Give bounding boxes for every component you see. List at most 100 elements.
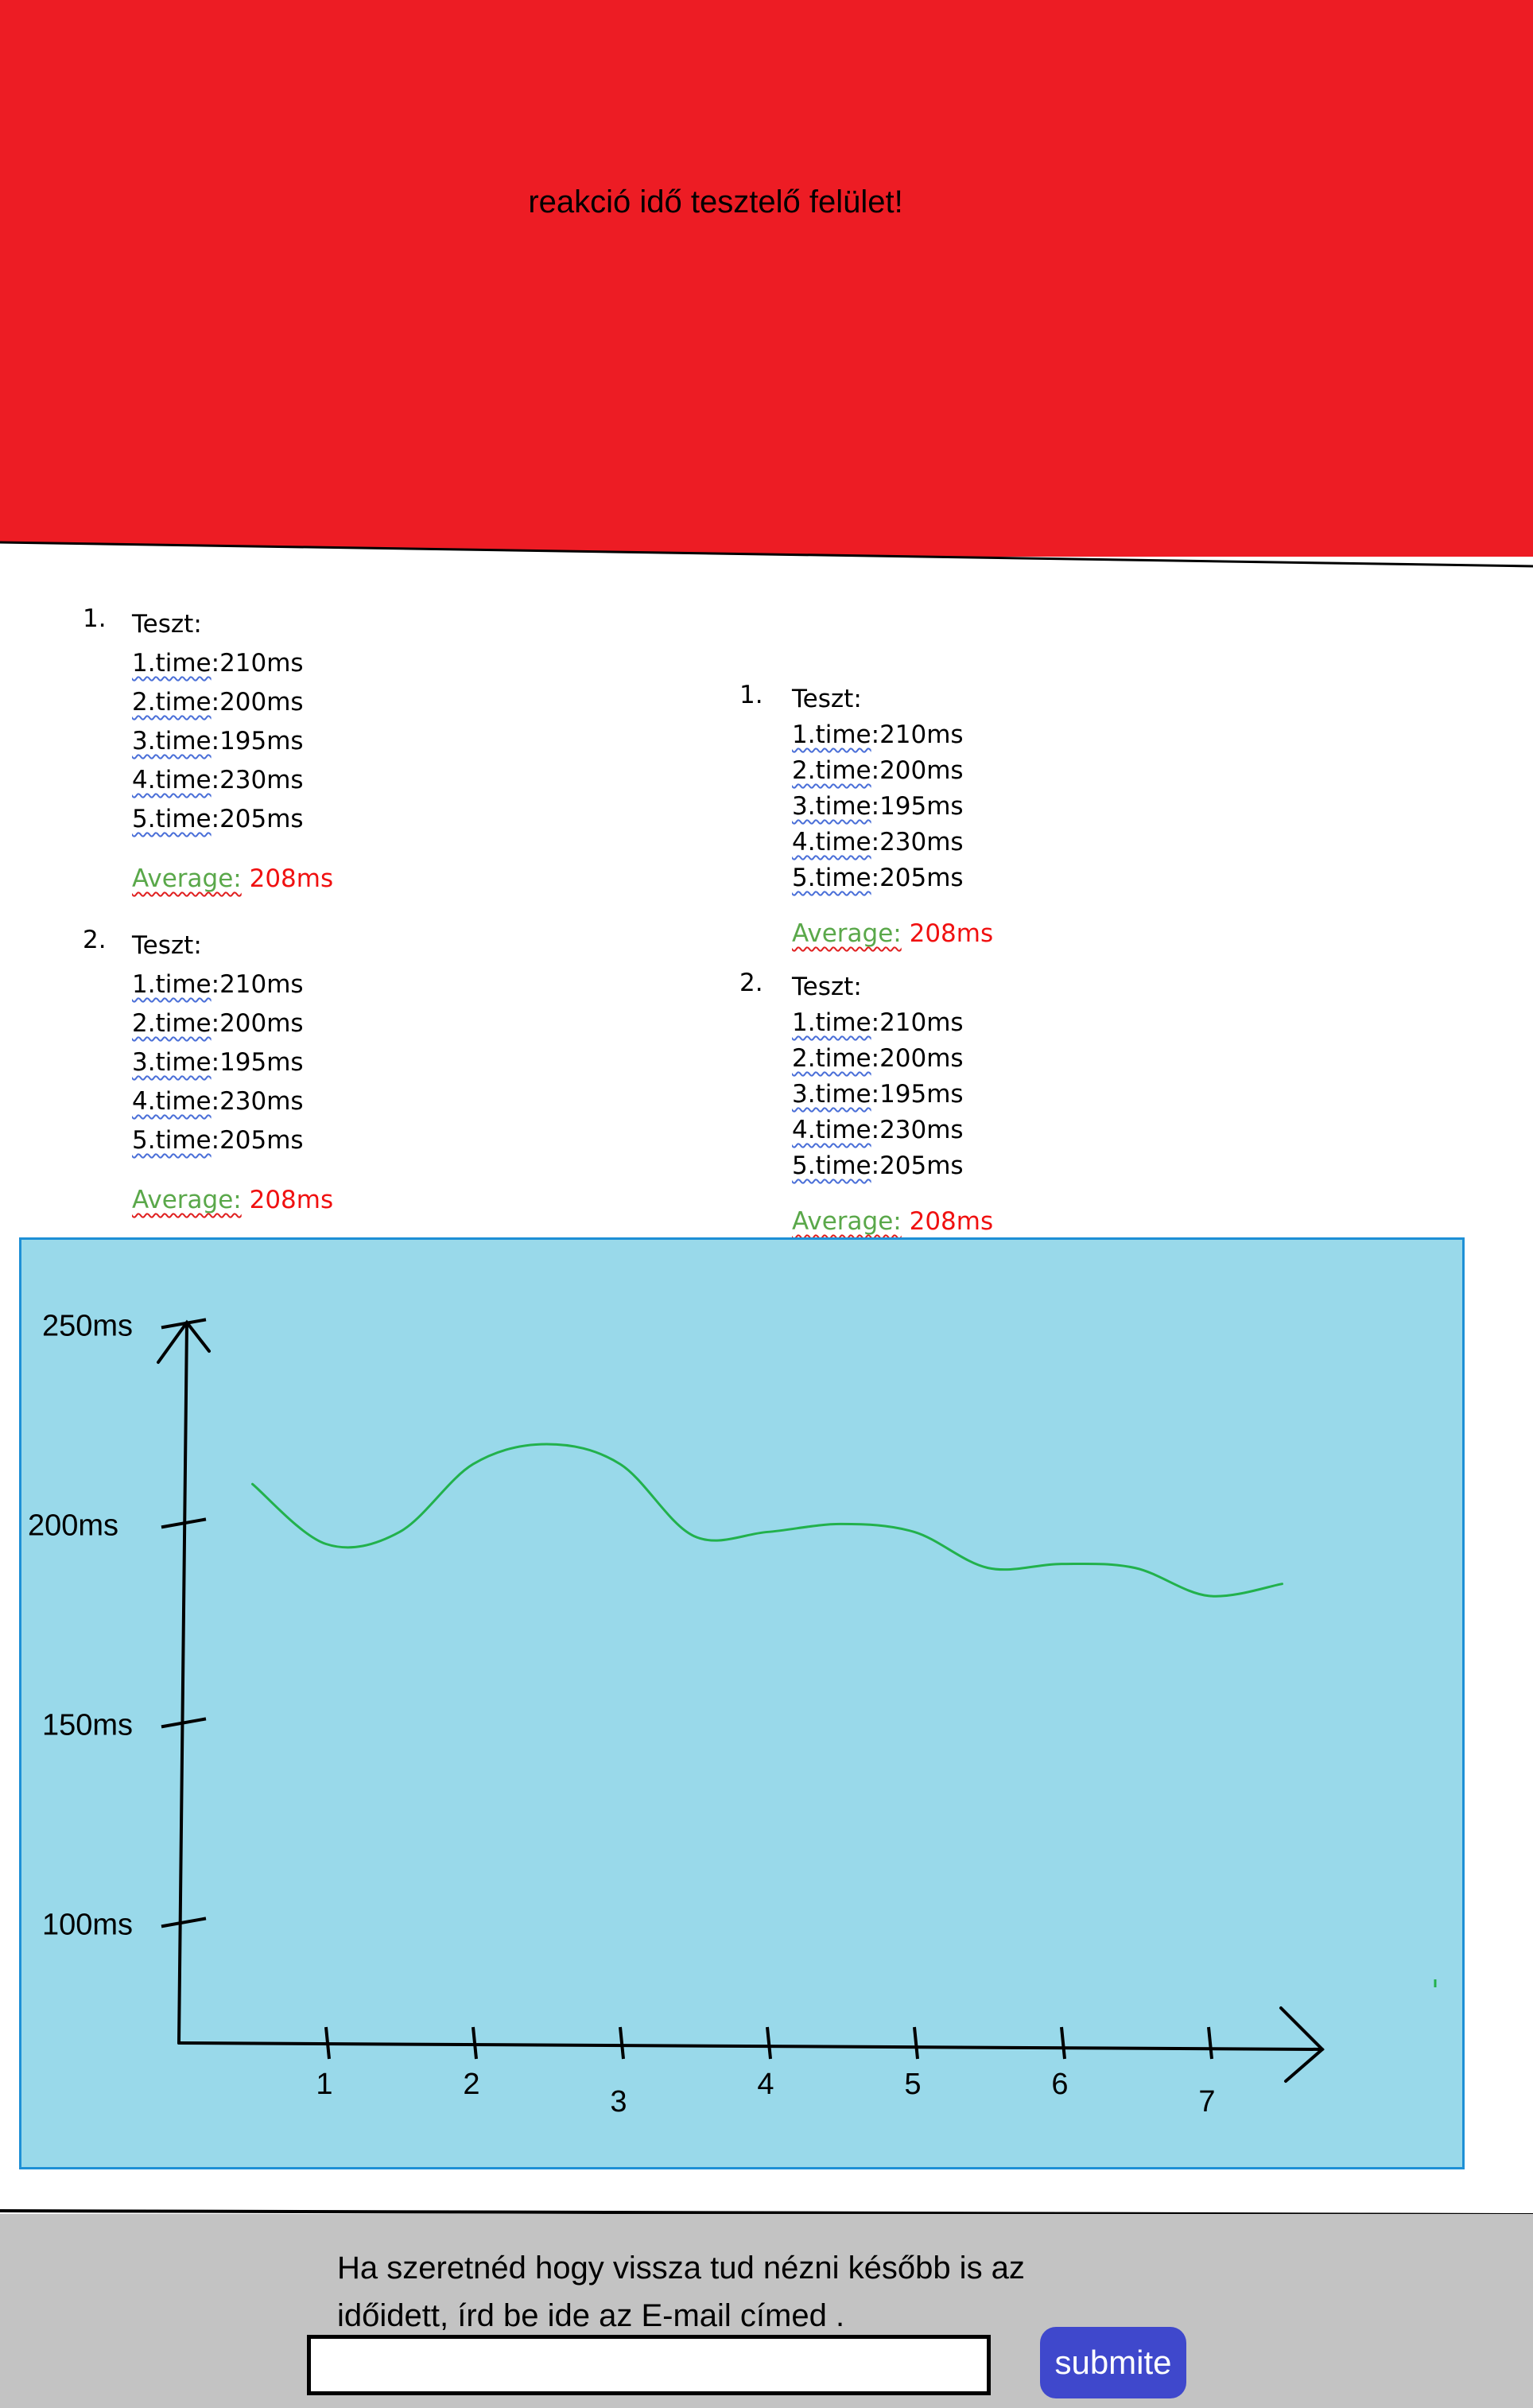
y-tick [161,1717,207,1729]
test-label: Teszt: [132,931,202,960]
header-banner: reakció idő tesztelő felület! [0,0,1533,557]
x-axis-arrow [1279,2006,1325,2083]
time-label: 2.time [132,1009,212,1038]
test-list: 1. Teszt: 1.time:210ms 2.time:200ms 3.ti… [83,604,639,1228]
y-tick-label: 100ms [42,1908,133,1941]
time-row: 5.time:205ms [792,860,993,896]
time-label: 4.time [132,766,212,794]
test-label: Teszt: [132,610,202,639]
time-row: 3.time:195ms [132,722,333,761]
page-title: reakció idő tesztelő felület! [528,184,903,219]
time-value: :195ms [211,1048,304,1077]
time-label: 3.time [792,792,871,821]
y-tick-label: 250ms [42,1309,133,1342]
time-label: 1.time [792,720,871,749]
average-row: Average: 208ms [792,919,993,949]
time-row: 1.time:210ms [792,717,993,753]
time-label: 1.time [792,1008,871,1037]
y-tick-label: 150ms [42,1708,133,1742]
time-label: 1.time [132,970,212,999]
average-row: Average: 208ms [792,1206,993,1237]
x-axis [177,2041,1324,2051]
time-value: :205ms [871,864,964,892]
time-value: :230ms [211,1087,304,1116]
average-value: 208ms [901,1207,994,1236]
x-tick-label: 2 [463,2068,479,2101]
time-row: 2.time:200ms [132,683,333,722]
time-row: 4.time:230ms [132,761,333,800]
time-row: 5.time:205ms [132,800,333,839]
x-tick-label: 5 [904,2068,921,2101]
time-row: 3.time:195ms [132,1043,333,1082]
x-tick-label: 6 [1051,2068,1068,2101]
average-label: Average: [132,1186,242,1214]
results-left: 1. Teszt: 1.time:210ms 2.time:200ms 3.ti… [83,604,639,1225]
time-row: 2.time:200ms [132,1004,333,1043]
time-label: 3.time [132,727,212,755]
time-value: :205ms [211,1126,304,1155]
x-tick-label: 3 [610,2085,627,2119]
time-row: 1.time:210ms [132,644,333,683]
y-axis-arrow [157,1319,211,1364]
x-tick [766,2026,772,2060]
time-value: :230ms [871,1116,964,1144]
x-tick [324,2026,331,2060]
time-row: 1.time:210ms [132,965,333,1004]
time-row: 1.time:210ms [792,1005,993,1041]
time-label: 2.time [792,1044,871,1073]
average-label: Average: [792,1207,902,1236]
x-tick-label: 4 [757,2068,774,2101]
x-tick [619,2026,625,2060]
time-label: 4.time [132,1087,212,1116]
time-row: 2.time:200ms [792,753,993,789]
time-row: 5.time:205ms [132,1121,333,1160]
time-value: :210ms [871,720,964,749]
x-tick-label: 1 [316,2068,332,2101]
time-label: 2.time [132,688,212,717]
x-tick-label: 7 [1198,2085,1215,2119]
average-row: Average: 208ms [132,863,333,895]
x-tick [1060,2026,1066,2060]
average-value: 208ms [901,919,994,948]
time-row: 3.time:195ms [792,1077,993,1113]
time-label: 4.time [792,828,871,856]
time-value: :200ms [211,1009,304,1038]
time-value: :210ms [211,970,304,999]
y-axis [177,1321,188,2045]
test-list: 1. Teszt: 1.time:210ms 2.time:200ms 3.ti… [739,681,1344,1236]
time-value: :230ms [211,766,304,794]
y-tick [161,1318,207,1330]
time-value: :200ms [871,1044,964,1073]
results-right: 1. Teszt: 1.time:210ms 2.time:200ms 3.ti… [739,681,1344,1237]
chart-canvas: 250ms 200ms 150ms 100ms 1 2 3 4 5 6 7 [28,1309,1437,2119]
time-row: 3.time:195ms [792,789,993,825]
average-row: Average: 208ms [132,1184,333,1216]
time-value: :210ms [871,1008,964,1037]
submit-button[interactable]: submite [1040,2327,1186,2398]
x-tick [472,2026,478,2060]
test-number: 2. [739,969,763,997]
time-value: :205ms [871,1152,964,1180]
average-value: 208ms [241,864,334,893]
time-value: :195ms [871,1080,964,1109]
x-tick [913,2026,919,2060]
time-row: 2.time:200ms [792,1041,993,1077]
reaction-time-chart: 250ms 200ms 150ms 100ms 1 2 3 4 5 6 7 [19,1237,1465,2169]
test-number: 2. [83,926,107,954]
time-label: 5.time [792,864,871,892]
test-label: Teszt: [792,685,862,713]
test-number: 1. [83,604,107,633]
time-row: 4.time:230ms [132,1082,333,1121]
time-label: 2.time [792,756,871,785]
time-label: 5.time [132,1126,212,1155]
average-value: 208ms [241,1186,334,1214]
test-block: 1. Teszt: 1.time:210ms 2.time:200ms 3.ti… [739,681,1344,969]
email-prompt: Ha szeretnéd hogy vissza tud nézni későb… [337,2251,1025,2333]
time-value: :200ms [871,756,964,785]
y-tick [161,1517,207,1529]
email-field[interactable] [307,2335,991,2395]
time-label: 3.time [792,1080,871,1109]
test-block: 1. Teszt: 1.time:210ms 2.time:200ms 3.ti… [83,604,639,926]
time-row: 4.time:230ms [792,825,993,860]
time-row: 5.time:205ms [792,1148,993,1184]
